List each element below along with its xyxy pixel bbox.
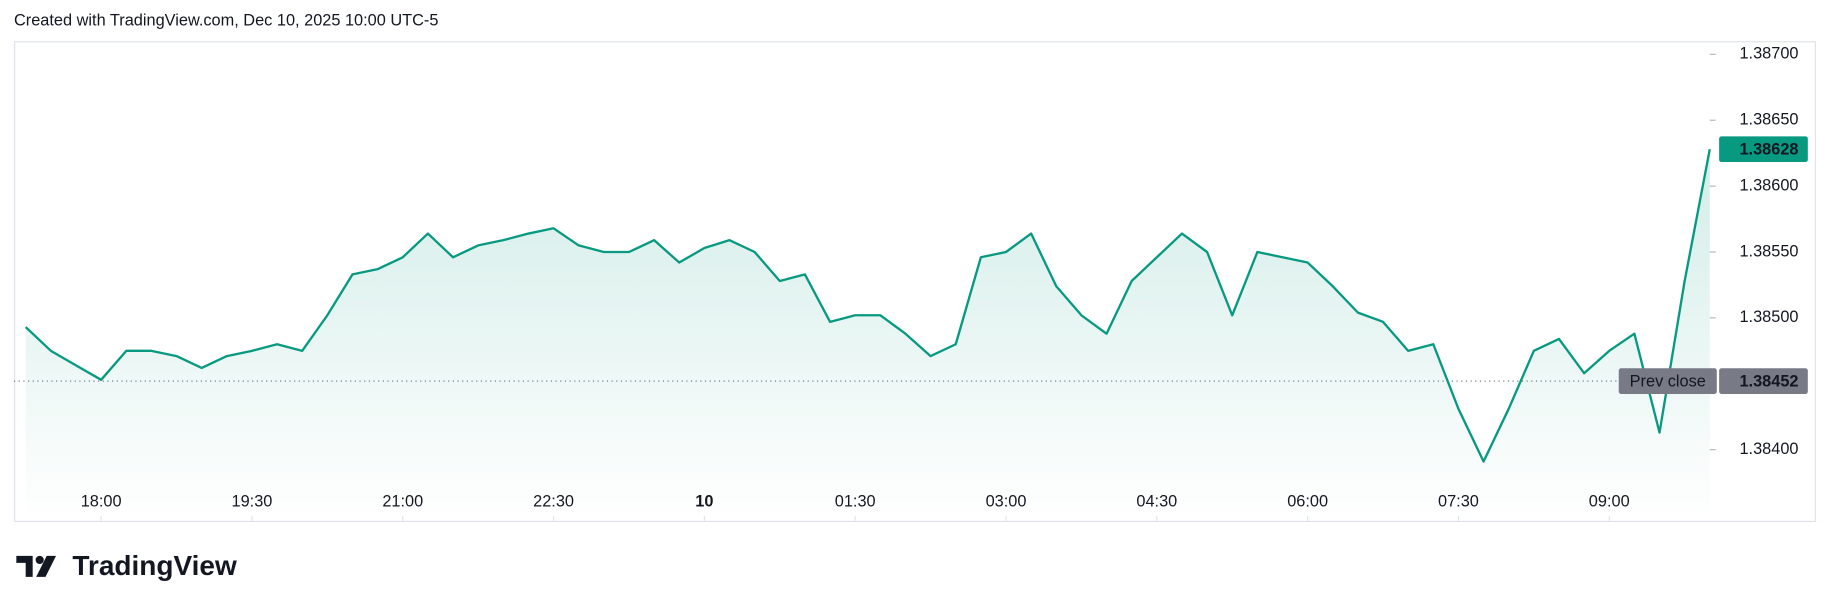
prev-close-value: 1.38452 [1739, 373, 1798, 391]
logo [16, 555, 57, 577]
price-line [24, 148, 1711, 463]
y-tick-label: 1.38600 [1739, 176, 1798, 194]
prev-close-tag-label: Prev close [1630, 373, 1706, 391]
y-tick-label: 1.38400 [1739, 440, 1798, 458]
y-tick-label: 1.38650 [1739, 111, 1798, 129]
y-tick-label: 1.38500 [1739, 308, 1798, 326]
y-tick-label: 1.38700 [1739, 45, 1798, 63]
prev-close-box [1719, 368, 1808, 394]
last-price-box [1719, 136, 1808, 163]
last-price-label: 1.38628 [1739, 141, 1798, 159]
chart-frame [14, 41, 1816, 522]
y-tick-label: 1.38550 [1739, 242, 1798, 260]
area [25, 149, 1710, 521]
prev-close-tag [1618, 368, 1717, 394]
header: Created with TradingView.com, Dec 10, 20… [14, 12, 438, 30]
brand: TradingView [72, 550, 237, 581]
